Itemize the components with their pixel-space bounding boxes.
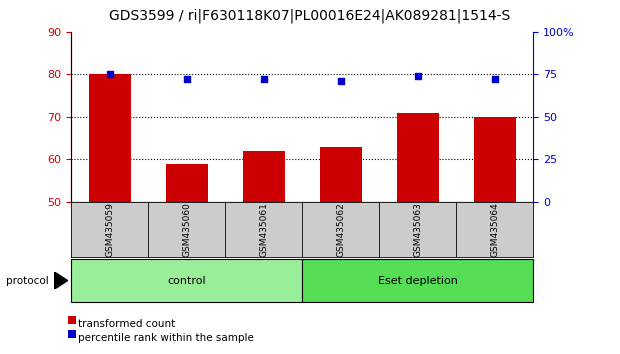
Point bbox=[413, 73, 423, 79]
Text: GSM435063: GSM435063 bbox=[413, 202, 422, 257]
Text: Eset depletion: Eset depletion bbox=[378, 275, 458, 286]
Text: transformed count: transformed count bbox=[78, 319, 175, 329]
Text: percentile rank within the sample: percentile rank within the sample bbox=[78, 333, 254, 343]
Bar bbox=[474, 117, 516, 202]
Point bbox=[259, 76, 268, 82]
Point bbox=[105, 72, 115, 77]
Bar bbox=[397, 113, 439, 202]
Text: GDS3599 / ri|F630118K07|PL00016E24|AK089281|1514-S: GDS3599 / ri|F630118K07|PL00016E24|AK089… bbox=[109, 9, 511, 23]
Bar bbox=[166, 164, 208, 202]
Bar bbox=[89, 74, 131, 202]
Text: control: control bbox=[167, 275, 206, 286]
Point bbox=[336, 78, 346, 84]
Point bbox=[182, 76, 192, 82]
Polygon shape bbox=[54, 272, 68, 290]
Point bbox=[490, 76, 500, 82]
Text: GSM435062: GSM435062 bbox=[336, 202, 345, 257]
Text: GSM435059: GSM435059 bbox=[105, 202, 114, 257]
Bar bbox=[319, 147, 362, 202]
FancyBboxPatch shape bbox=[71, 259, 303, 302]
Text: GSM435060: GSM435060 bbox=[182, 202, 192, 257]
Text: GSM435061: GSM435061 bbox=[259, 202, 268, 257]
Text: GSM435064: GSM435064 bbox=[490, 202, 499, 257]
FancyBboxPatch shape bbox=[303, 259, 533, 302]
Text: protocol: protocol bbox=[6, 275, 49, 286]
Bar bbox=[242, 151, 285, 202]
